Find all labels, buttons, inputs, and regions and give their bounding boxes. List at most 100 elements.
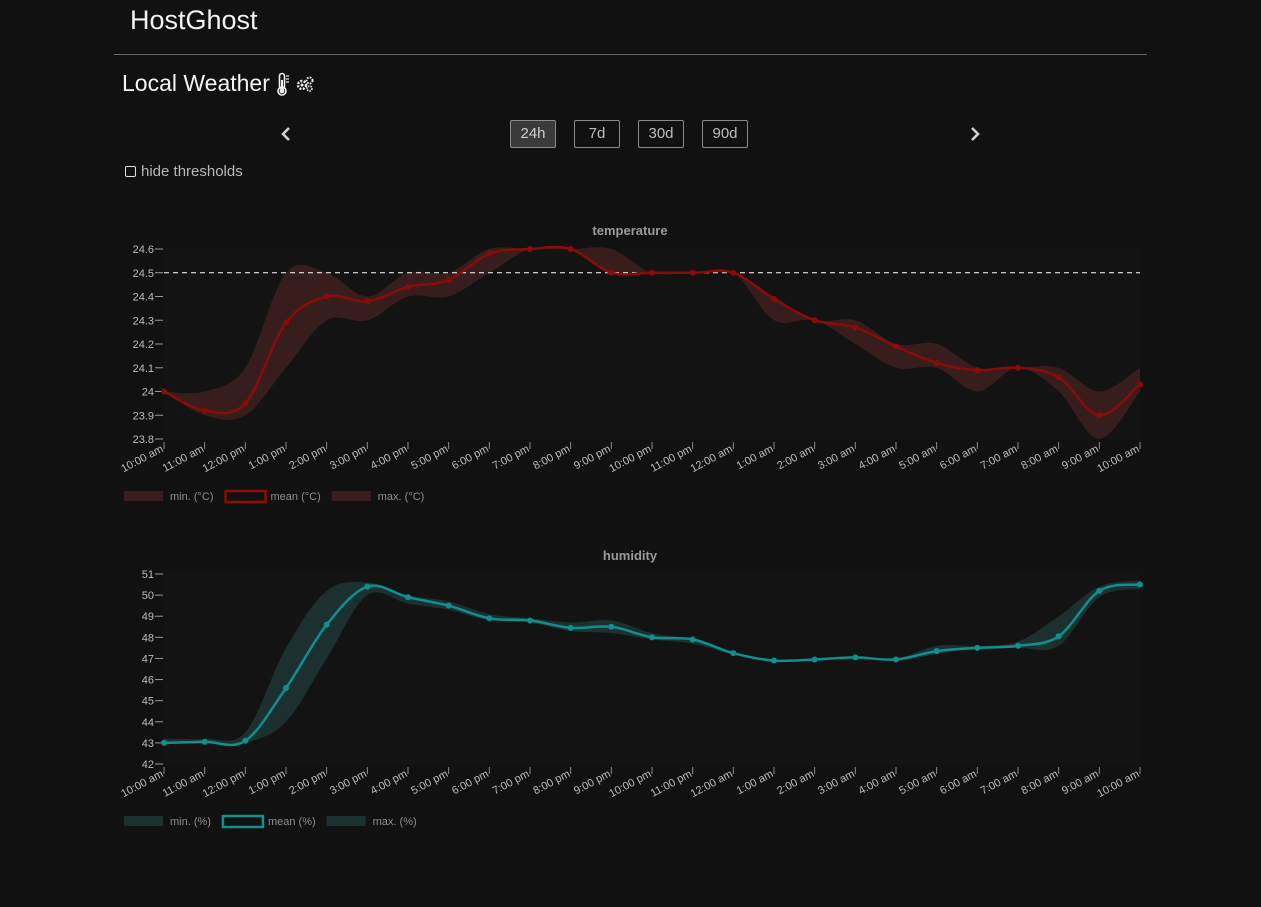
temperature-x-tick-label: 2:00 am	[775, 443, 816, 472]
humidity-x-tick-label: 7:00 am	[979, 768, 1020, 797]
humidity-mean-point	[1096, 587, 1103, 594]
temperature-mean-point	[486, 250, 493, 257]
humidity-y-tick-label: 45	[142, 696, 154, 708]
humidity-x-tick-label: 10:00 am	[1095, 768, 1141, 800]
temperature-x-tick-label: 7:00 am	[979, 443, 1020, 472]
humidity-mean-point	[161, 739, 167, 746]
temperature-y-tick-label: 24.4	[133, 292, 154, 304]
humidity-mean-point	[445, 602, 452, 609]
temperature-x-tick-label: 12:00 am	[689, 443, 735, 475]
humidity-x-tick-label: 8:00 am	[1019, 768, 1060, 797]
humidity-x-tick-label: 9:00 pm	[572, 768, 613, 797]
humidity-legend-label: min. (%)	[170, 816, 211, 828]
humidity-x-tick-label: 12:00 pm	[201, 768, 247, 800]
temperature-mean-point	[405, 284, 411, 290]
temperature-mean-point	[567, 246, 574, 252]
humidity-x-tick-label: 1:00 pm	[247, 768, 288, 797]
temperature-mean-point	[974, 367, 981, 374]
temperature-x-tick-label: 1:00 pm	[247, 443, 288, 472]
temperature-legend-swatch-max	[331, 491, 371, 501]
humidity-mean-point	[608, 623, 615, 630]
humidity-mean-point	[649, 634, 655, 641]
humidity-x-tick-label: 3:00 am	[816, 768, 857, 797]
temperature-x-tick-label: 8:00 am	[1019, 443, 1060, 472]
humidity-mean-point	[730, 650, 737, 657]
temperature-x-tick-label: 10:00 am	[119, 443, 165, 475]
thermometer-icon	[276, 72, 290, 96]
temperature-mean-point	[364, 298, 371, 305]
humidity-y-tick-label: 43	[142, 738, 154, 750]
temperature-mean-point	[323, 293, 330, 300]
temperature-x-tick-label: 5:00 am	[897, 443, 938, 472]
humidity-y-tick-label: 47	[142, 653, 154, 665]
temperature-x-tick-label: 2:00 pm	[287, 443, 328, 472]
temperature-x-tick-label: 3:00 am	[816, 443, 857, 472]
temperature-y-tick-label: 24	[142, 387, 154, 399]
hide-thresholds-toggle[interactable]: hide thresholds	[125, 163, 243, 180]
humidity-min-max-band	[164, 580, 1140, 745]
temperature-x-tick-label: 10:00 pm	[607, 443, 653, 475]
temperature-mean-point	[730, 269, 737, 276]
humidity-x-tick-label: 5:00 pm	[409, 768, 450, 797]
humidity-mean-point	[486, 615, 493, 622]
temperature-x-tick-label: 4:00 pm	[369, 443, 410, 472]
temperature-x-tick-label: 1:00 am	[735, 443, 776, 472]
temperature-legend-label: max. (°C)	[378, 491, 425, 503]
humidity-x-tick-label: 10:00 pm	[607, 768, 653, 800]
temperature-mean-point	[161, 388, 167, 395]
chevron-left-icon	[281, 127, 290, 141]
app-title[interactable]: HostGhost	[130, 5, 258, 35]
humidity-x-tick-label: 11:00 am	[161, 768, 206, 800]
temperature-x-tick-label: 8:00 pm	[531, 443, 572, 472]
humidity-y-tick-label: 51	[142, 569, 154, 581]
humidity-chart-title: humidity	[603, 548, 658, 563]
humidity-x-tick-label: 4:00 pm	[369, 768, 410, 797]
temperature-x-tick-label: 9:00 am	[1060, 443, 1101, 472]
humidity-x-tick-label: 2:00 am	[775, 768, 816, 797]
temperature-chart-title: temperature	[592, 223, 667, 238]
range-7d-button[interactable]: 7d	[574, 120, 620, 148]
humidity-mean-point	[689, 636, 696, 643]
temperature-legend-swatch-min	[124, 491, 163, 501]
temperature-x-tick-label: 11:00 am	[161, 443, 206, 475]
humidity-mean-point	[323, 621, 330, 628]
humidity-y-tick-label: 42	[142, 759, 154, 771]
temperature-y-tick-label: 23.8	[133, 434, 154, 446]
humidity-mean-point	[283, 685, 289, 691]
chevron-right-icon	[971, 127, 980, 141]
humidity-x-tick-label: 5:00 am	[897, 768, 938, 797]
gears-icon[interactable]	[296, 76, 314, 92]
humidity-mean-point	[405, 594, 411, 601]
temperature-x-tick-label: 11:00 pm	[649, 443, 694, 475]
humidity-x-tick-label: 9:00 am	[1060, 768, 1101, 797]
hide-thresholds-checkbox[interactable]	[125, 166, 136, 177]
temperature-mean-point	[771, 295, 777, 302]
humidity-mean-point	[933, 648, 940, 655]
humidity-mean-point	[1015, 642, 1021, 649]
humidity-y-tick-label: 44	[142, 717, 154, 729]
range-24h-button[interactable]: 24h	[510, 120, 556, 148]
humidity-mean-point	[1137, 581, 1143, 588]
humidity-x-tick-label: 8:00 pm	[531, 768, 572, 797]
temperature-y-tick-label: 24.2	[133, 339, 154, 351]
range-90d-button[interactable]: 90d	[702, 120, 748, 148]
humidity-legend-label: mean (%)	[268, 816, 316, 828]
temperature-mean-point	[1096, 412, 1103, 419]
temperature-x-tick-label: 3:00 pm	[328, 443, 369, 472]
temperature-mean-point	[445, 276, 452, 283]
temperature-mean-point	[811, 317, 818, 324]
humidity-x-tick-label: 2:00 pm	[287, 768, 328, 797]
range-30d-button[interactable]: 30d	[638, 120, 684, 148]
temperature-x-tick-label: 4:00 am	[857, 443, 898, 472]
next-period-button[interactable]	[965, 124, 985, 144]
humidity-legend-swatch-min	[124, 816, 163, 826]
temperature-y-tick-label: 24.1	[133, 363, 154, 375]
humidity-x-tick-label: 3:00 pm	[328, 768, 369, 797]
humidity-x-tick-label: 1:00 am	[735, 768, 776, 797]
temperature-min-max-band	[164, 246, 1140, 439]
humidity-mean-point	[771, 657, 777, 664]
temperature-x-tick-label: 6:00 pm	[450, 443, 491, 472]
temperature-chart: temperature 23.8 23.9 24 24.1 24.2 24.3 24.4 24.…	[119, 223, 1143, 504]
previous-period-button[interactable]	[277, 124, 297, 144]
